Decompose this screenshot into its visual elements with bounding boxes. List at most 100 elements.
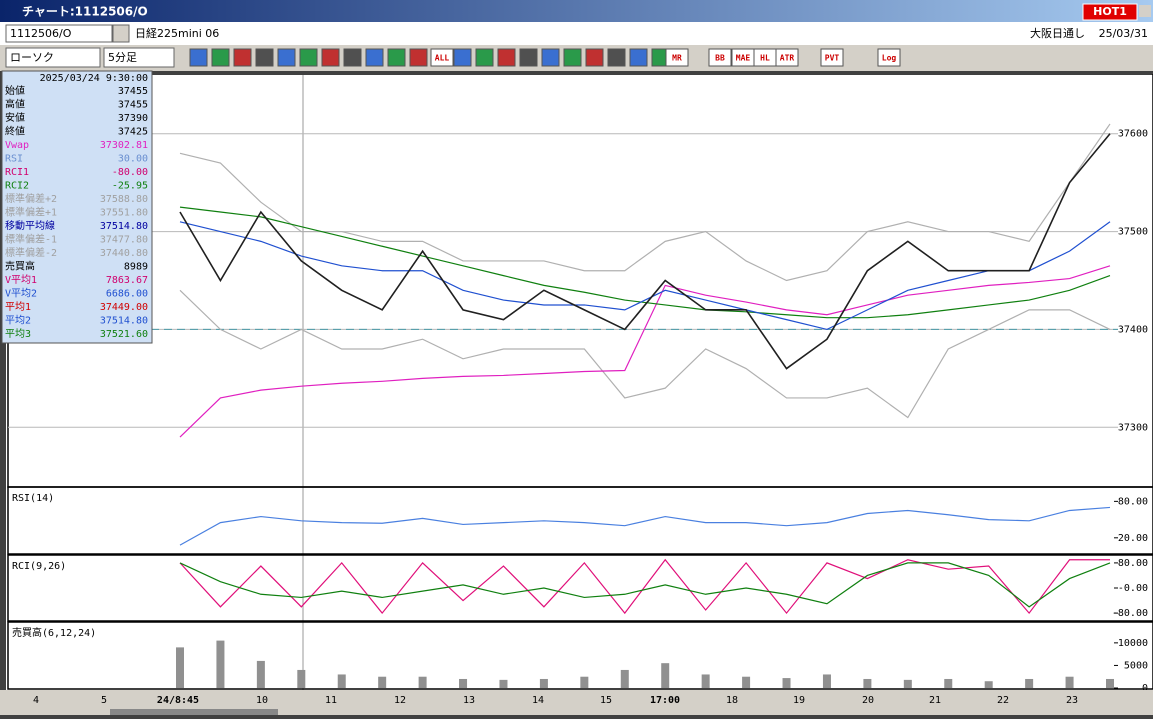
time-label: 13 xyxy=(463,695,475,706)
series-line xyxy=(179,506,1111,546)
date: 25/03/31 xyxy=(1099,27,1148,40)
time-label: 20 xyxy=(862,695,874,706)
tool-button[interactable] xyxy=(775,48,799,67)
panel-title: RCI(9,26) xyxy=(12,561,66,572)
info-label: V平均2 xyxy=(5,288,37,300)
interval: 5分足 xyxy=(108,51,137,64)
hot-button[interactable] xyxy=(1082,3,1138,21)
scrollbar[interactable] xyxy=(110,709,278,715)
panel-frame xyxy=(7,554,1153,622)
time-label: 17:00 xyxy=(650,695,680,706)
info-value: 37455 xyxy=(118,86,148,97)
info-label: 平均1 xyxy=(5,301,31,313)
tool-icon xyxy=(387,48,406,67)
y-tick-label: 20.00 xyxy=(1118,533,1148,544)
interval-select[interactable] xyxy=(103,47,175,68)
close-button[interactable] xyxy=(1139,5,1151,17)
y-tick-label: 0 xyxy=(1142,683,1148,694)
tool-icon xyxy=(233,48,252,67)
panel-title: 売買高(6,12,24) xyxy=(12,626,96,639)
info-value: -25.95 xyxy=(112,181,148,192)
panel-frame xyxy=(7,621,1153,690)
time-label: 19 xyxy=(793,695,805,706)
tool-label: HL xyxy=(760,54,770,63)
info-label: 平均3 xyxy=(5,328,31,340)
tool-button[interactable] xyxy=(665,48,689,67)
time-label: 10 xyxy=(256,695,268,706)
info-value: 37455 xyxy=(118,100,148,111)
y-tick-label: 37300 xyxy=(1118,422,1148,433)
instrument-name: 日経225mini 06 xyxy=(135,27,219,40)
tool-icon xyxy=(585,48,604,67)
info-datetime: 2025/03/24 9:30:00 xyxy=(40,73,148,84)
info-box xyxy=(1,70,153,344)
series-line xyxy=(179,206,1111,319)
info-value: 37588.80 xyxy=(100,194,148,205)
style-select[interactable] xyxy=(5,47,101,68)
tool-label: ATR xyxy=(780,54,795,63)
y-tick-label: 80.00 xyxy=(1118,558,1148,569)
info-label: RCI1 xyxy=(5,167,29,178)
info-value: 7863.67 xyxy=(106,275,148,286)
tool-button[interactable] xyxy=(430,48,454,67)
info-value: 37551.80 xyxy=(100,208,148,219)
symbol-dropdown[interactable] xyxy=(112,24,130,43)
info-value: 37449.00 xyxy=(100,302,148,313)
tool-button[interactable] xyxy=(708,48,732,67)
series-line xyxy=(179,123,1111,282)
tool-icon xyxy=(409,48,428,67)
y-tick-label: 80.00 xyxy=(1118,496,1148,507)
volume-bar xyxy=(1025,678,1034,688)
volume-bar xyxy=(984,681,993,688)
time-label: 22 xyxy=(997,695,1009,706)
info-label: 売買高 xyxy=(5,260,35,273)
volume-bar xyxy=(903,679,912,688)
info-value: 37521.60 xyxy=(100,329,148,340)
tool-button[interactable] xyxy=(877,48,901,67)
tool-icon xyxy=(365,48,384,67)
info-label: RCI2 xyxy=(5,181,29,192)
tool-icon xyxy=(277,48,296,67)
tool-label: ALL xyxy=(435,54,450,63)
tool-icon xyxy=(321,48,340,67)
info-value: 37440.80 xyxy=(100,248,148,259)
volume-bar xyxy=(1106,678,1114,688)
info-value: -80.00 xyxy=(112,167,148,178)
panel-title: RSI(14) xyxy=(12,493,54,504)
tool-icon xyxy=(563,48,582,67)
time-label: 12 xyxy=(394,695,406,706)
info-label: RSI xyxy=(5,154,23,165)
volume-bar xyxy=(216,640,225,688)
volume-bar xyxy=(701,674,710,688)
session: 大阪日通し xyxy=(1030,26,1085,40)
volume-bar xyxy=(176,647,184,688)
time-label: 24/8:45 xyxy=(157,695,199,706)
info-label: 標準偏差+2 xyxy=(5,192,57,205)
time-label: 18 xyxy=(726,695,738,706)
volume-bar xyxy=(459,678,468,688)
info-value: 37477.80 xyxy=(100,235,148,246)
tool-label: BB xyxy=(715,54,725,63)
info-value: 8989 xyxy=(124,262,148,273)
info-label: V平均1 xyxy=(5,274,37,286)
time-label: 21 xyxy=(929,695,941,706)
symbol-bar xyxy=(0,22,1153,45)
volume-bar xyxy=(944,678,953,688)
tool-label: MAE xyxy=(736,54,751,63)
volume-bar xyxy=(378,676,387,688)
volume-bar xyxy=(539,678,548,688)
y-tick-label: -0.00 xyxy=(1118,583,1148,594)
tool-button[interactable] xyxy=(820,48,844,67)
tool-icon xyxy=(629,48,648,67)
tool-icon xyxy=(343,48,362,67)
hot-label[interactable]: HOT1 xyxy=(1093,5,1127,18)
volume-bar xyxy=(499,679,508,688)
volume-bar xyxy=(256,660,265,688)
info-value: 37425 xyxy=(118,127,148,138)
symbol-input[interactable] xyxy=(5,24,113,43)
info-label: 高値 xyxy=(5,98,25,111)
info-label: 標準偏差-2 xyxy=(5,246,57,259)
info-value: 37514.80 xyxy=(100,316,148,327)
